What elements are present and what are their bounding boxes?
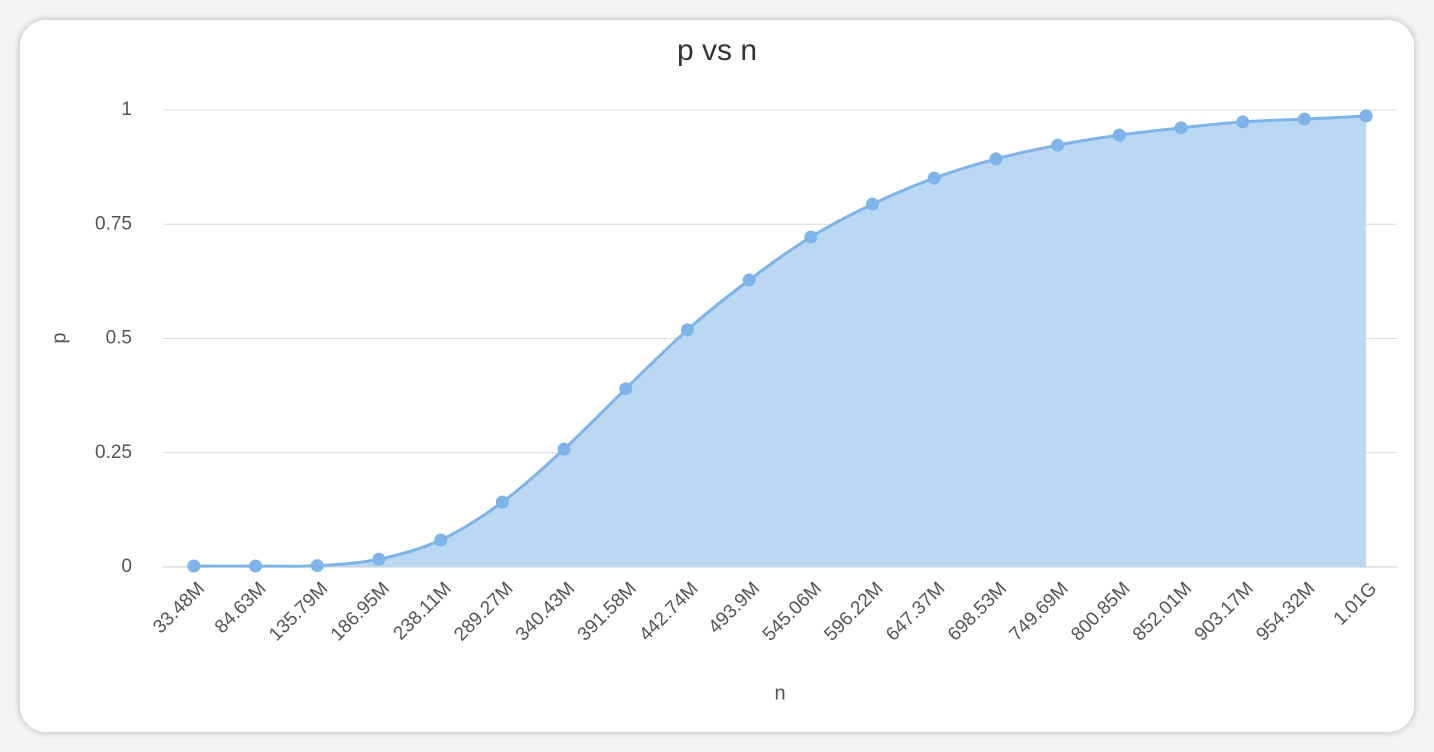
x-tick-label: 749.69M xyxy=(1006,578,1073,645)
x-tick-label: 647.37M xyxy=(882,578,949,645)
point xyxy=(434,533,448,547)
point xyxy=(310,559,324,573)
point xyxy=(1359,109,1373,123)
point xyxy=(927,171,941,185)
point xyxy=(1174,121,1188,135)
x-tick-label: 238.11M xyxy=(390,578,456,644)
x-tick-label: 33.48M xyxy=(149,578,209,638)
x-tick-label: 698.53M xyxy=(944,578,1011,645)
line xyxy=(193,114,1367,568)
x-tick-label: 800.85M xyxy=(1067,578,1134,645)
x-tick-label: 493.9M xyxy=(705,578,765,638)
point xyxy=(495,495,509,509)
point xyxy=(866,197,880,211)
point xyxy=(372,552,386,566)
point xyxy=(1112,128,1126,142)
x-tick-label: 289.27M xyxy=(450,578,517,645)
point xyxy=(1236,115,1250,129)
point xyxy=(249,559,263,573)
area xyxy=(193,115,1367,567)
x-tick-label: 596.22M xyxy=(820,578,887,645)
point xyxy=(619,382,633,396)
y-axis-label: p xyxy=(48,332,70,343)
point xyxy=(804,230,818,244)
point xyxy=(1297,112,1311,126)
point xyxy=(187,559,201,573)
x-tick-label: 442.74M xyxy=(635,578,702,645)
x-tick-label: 852.01M xyxy=(1129,578,1196,645)
x-tick-label: 391.58M xyxy=(574,578,641,645)
point xyxy=(680,323,694,337)
x-tick-label: 903.17M xyxy=(1191,578,1258,645)
point xyxy=(557,442,571,456)
point xyxy=(989,152,1003,166)
x-tick-label: 135.79M xyxy=(265,578,332,645)
x-tick-label: 1.01G xyxy=(1330,578,1381,629)
x-tick-label: 545.06M xyxy=(759,578,826,645)
x-tick-label: 340.43M xyxy=(512,578,579,645)
y-tick-label: 0.25 xyxy=(95,442,132,463)
x-tick-label: 84.63M xyxy=(211,578,271,638)
y-tick-label: 1 xyxy=(121,99,132,120)
y-tick-label: 0 xyxy=(121,556,132,577)
point xyxy=(1051,138,1065,152)
x-tick-label: 186.95M xyxy=(327,578,394,645)
x-axis-label: n xyxy=(774,682,785,704)
chart-title: p vs n xyxy=(677,34,757,67)
x-tick-label: 954.32M xyxy=(1252,578,1319,645)
point xyxy=(742,273,756,287)
y-tick-label: 0.5 xyxy=(106,328,132,349)
y-tick-label: 0.75 xyxy=(95,213,132,234)
